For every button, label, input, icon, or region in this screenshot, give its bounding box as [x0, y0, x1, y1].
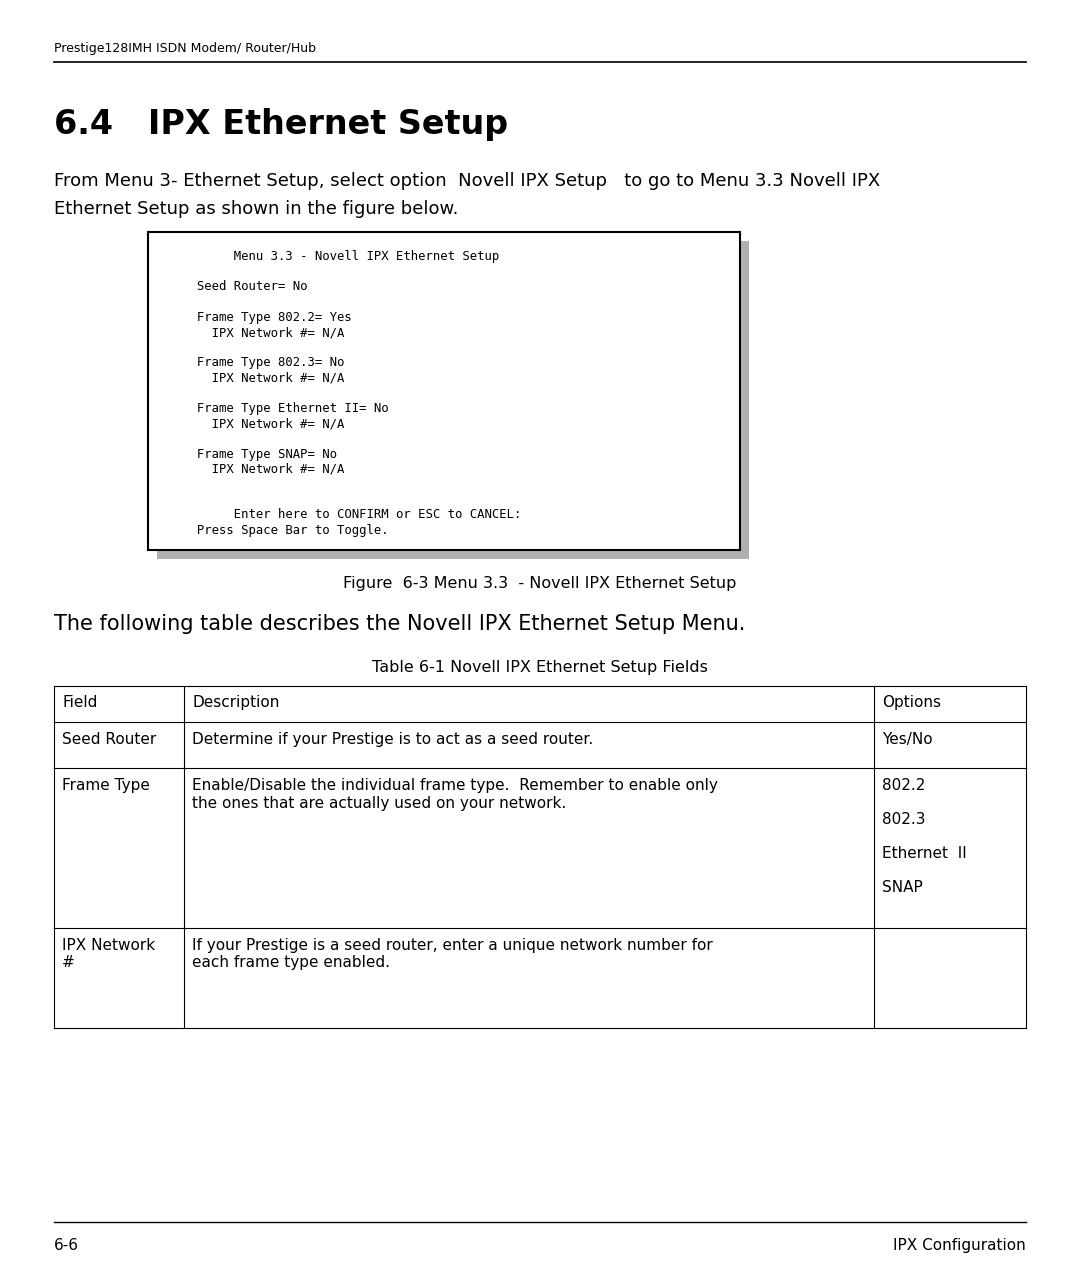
Text: 802.3: 802.3: [882, 812, 926, 828]
Text: IPX Configuration: IPX Configuration: [893, 1237, 1026, 1253]
Text: Field: Field: [62, 696, 97, 710]
Bar: [148, 232, 740, 550]
Text: Frame Type: Frame Type: [62, 778, 150, 793]
Text: From Menu 3- Ethernet Setup, select option  Novell IPX Setup   to go to Menu 3.3: From Menu 3- Ethernet Setup, select opti…: [54, 172, 880, 190]
Text: 6.4   IPX Ethernet Setup: 6.4 IPX Ethernet Setup: [54, 108, 508, 141]
Text: Frame Type SNAP= No: Frame Type SNAP= No: [160, 447, 337, 461]
Text: SNAP: SNAP: [882, 880, 922, 895]
Text: Ethernet  II: Ethernet II: [882, 845, 967, 861]
Text: Frame Type 802.2= Yes: Frame Type 802.2= Yes: [160, 311, 352, 324]
Text: Press Space Bar to Toggle.: Press Space Bar to Toggle.: [160, 524, 389, 537]
Text: Ethernet Setup as shown in the figure below.: Ethernet Setup as shown in the figure be…: [54, 200, 458, 218]
Text: Seed Router: Seed Router: [62, 731, 157, 747]
Text: Frame Type 802.3= No: Frame Type 802.3= No: [160, 356, 345, 369]
Text: Description: Description: [192, 696, 280, 710]
Text: IPX Network
#: IPX Network #: [62, 938, 156, 971]
Text: Frame Type Ethernet II= No: Frame Type Ethernet II= No: [160, 402, 389, 415]
Text: Menu 3.3 - Novell IPX Ethernet Setup: Menu 3.3 - Novell IPX Ethernet Setup: [160, 250, 499, 263]
Text: 6-6: 6-6: [54, 1237, 79, 1253]
Text: IPX Network #= N/A: IPX Network #= N/A: [160, 418, 345, 430]
Text: The following table describes the Novell IPX Ethernet Setup Menu.: The following table describes the Novell…: [54, 614, 745, 634]
Text: Enter here to CONFIRM or ESC to CANCEL:: Enter here to CONFIRM or ESC to CANCEL:: [160, 509, 522, 521]
Text: IPX Network #= N/A: IPX Network #= N/A: [160, 462, 345, 475]
Text: IPX Network #= N/A: IPX Network #= N/A: [160, 325, 345, 339]
Text: Enable/Disable the individual frame type.  Remember to enable only: Enable/Disable the individual frame type…: [192, 778, 718, 793]
Text: Table 6-1 Novell IPX Ethernet Setup Fields: Table 6-1 Novell IPX Ethernet Setup Fiel…: [373, 660, 707, 675]
Text: the ones that are actually used on your network.: the ones that are actually used on your …: [192, 796, 566, 811]
Text: 802.2: 802.2: [882, 778, 926, 793]
Text: Options: Options: [882, 696, 941, 710]
Text: Determine if your Prestige is to act as a seed router.: Determine if your Prestige is to act as …: [192, 731, 593, 747]
Text: Prestige128IMH ISDN Modem/ Router/Hub: Prestige128IMH ISDN Modem/ Router/Hub: [54, 42, 316, 55]
Text: Yes/No: Yes/No: [882, 731, 933, 747]
Bar: [157, 241, 750, 559]
Text: If your Prestige is a seed router, enter a unique network number for
each frame : If your Prestige is a seed router, enter…: [192, 938, 713, 971]
Text: Seed Router= No: Seed Router= No: [160, 281, 308, 293]
Text: Figure  6-3 Menu 3.3  - Novell IPX Ethernet Setup: Figure 6-3 Menu 3.3 - Novell IPX Etherne…: [343, 576, 737, 591]
Text: IPX Network #= N/A: IPX Network #= N/A: [160, 371, 345, 384]
